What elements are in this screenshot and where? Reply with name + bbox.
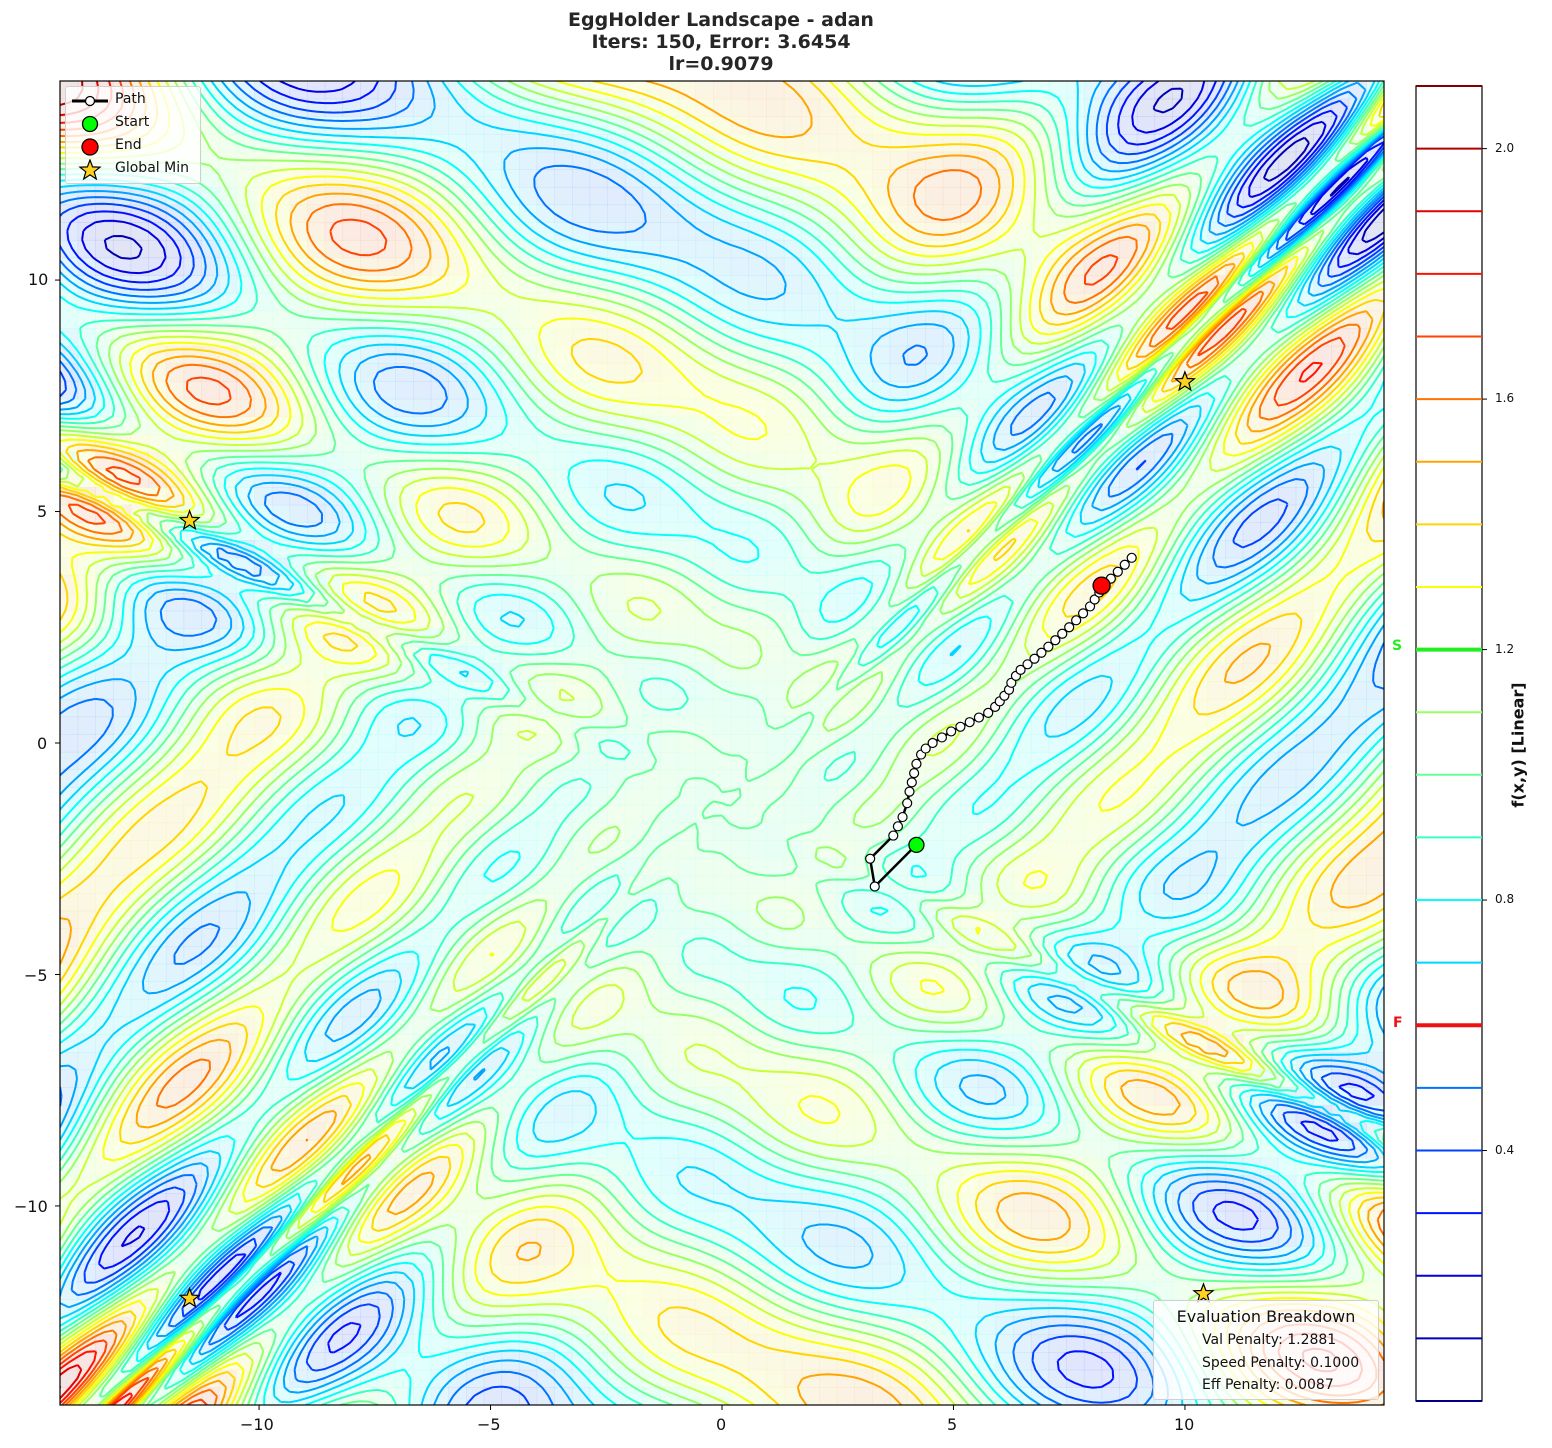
x-tick-label: 0 — [716, 1415, 727, 1434]
colorbar-label: f(x,y) [Linear] — [1508, 682, 1528, 808]
plot-area — [60, 81, 1384, 1405]
y-axis — [55, 279, 60, 1207]
legend-label-end: End — [115, 137, 142, 153]
y-tick-label: 0 — [37, 734, 48, 753]
end-circle-icon — [81, 138, 99, 156]
legend-item-start: Start — [66, 113, 200, 135]
x-tick-label: −5 — [477, 1415, 501, 1434]
optimizer-path — [865, 552, 1137, 892]
y-tick-label: 5 — [37, 502, 48, 521]
x-tick-label: 10 — [1174, 1415, 1195, 1434]
legend-item-path: Path — [66, 90, 200, 112]
evaluation-breakdown-box: Evaluation Breakdown Val Penalty: 1.2881… — [1153, 1300, 1379, 1400]
chart-title-line-1: EggHolder Landscape - adan — [568, 9, 874, 31]
legend-item-global-min: Global Min — [66, 159, 200, 181]
global-min-star-icon — [178, 509, 201, 531]
y-tick-label: −5 — [24, 966, 48, 985]
legend-label-path: Path — [115, 91, 146, 107]
colorbar-tick-label: 2.0 — [1495, 141, 1515, 155]
path-line-icon — [72, 95, 108, 107]
legend: Path Start End Global Min — [65, 86, 201, 184]
legend-label-start: Start — [115, 114, 150, 130]
chart-title-line-2: Iters: 150, Error: 3.6454 — [591, 31, 851, 53]
eff-penalty: Eff Penalty: 0.0087 — [1202, 1377, 1334, 1393]
star-icon — [78, 159, 102, 181]
colorbar — [1415, 85, 1487, 1402]
start-circle-icon — [81, 115, 99, 133]
end-marker — [1092, 576, 1111, 595]
legend-item-end: End — [66, 136, 200, 158]
evaluation-title: Evaluation Breakdown — [1176, 1307, 1356, 1326]
chart-title-line-3: lr=0.9079 — [668, 53, 774, 75]
x-tick-label: 5 — [947, 1415, 958, 1434]
global-min-star-icon — [1173, 370, 1197, 392]
global-min-star-icon — [178, 1286, 201, 1308]
y-tick-label: 10 — [28, 270, 49, 289]
x-tick-label: −10 — [240, 1415, 274, 1434]
speed-penalty: Speed Penalty: 0.1000 — [1202, 1355, 1360, 1371]
colorbar-tick-label: 0.4 — [1495, 1143, 1515, 1157]
global-min-star-icon — [1192, 1282, 1215, 1304]
colorbar-final-marker: F — [1393, 1015, 1403, 1031]
val-penalty: Val Penalty: 1.2881 — [1202, 1332, 1337, 1348]
colorbar-start-marker: S — [1392, 638, 1403, 654]
start-marker — [908, 836, 925, 853]
global-minima-markers — [178, 370, 1215, 1308]
colorbar-tick-label: 0.8 — [1495, 892, 1515, 906]
x-axis — [258, 1405, 1186, 1410]
legend-label-global-min: Global Min — [115, 160, 189, 176]
y-tick-label: −10 — [14, 1197, 48, 1216]
colorbar-tick-label: 1.6 — [1495, 391, 1515, 405]
colorbar-tick-label: 1.2 — [1495, 642, 1515, 656]
